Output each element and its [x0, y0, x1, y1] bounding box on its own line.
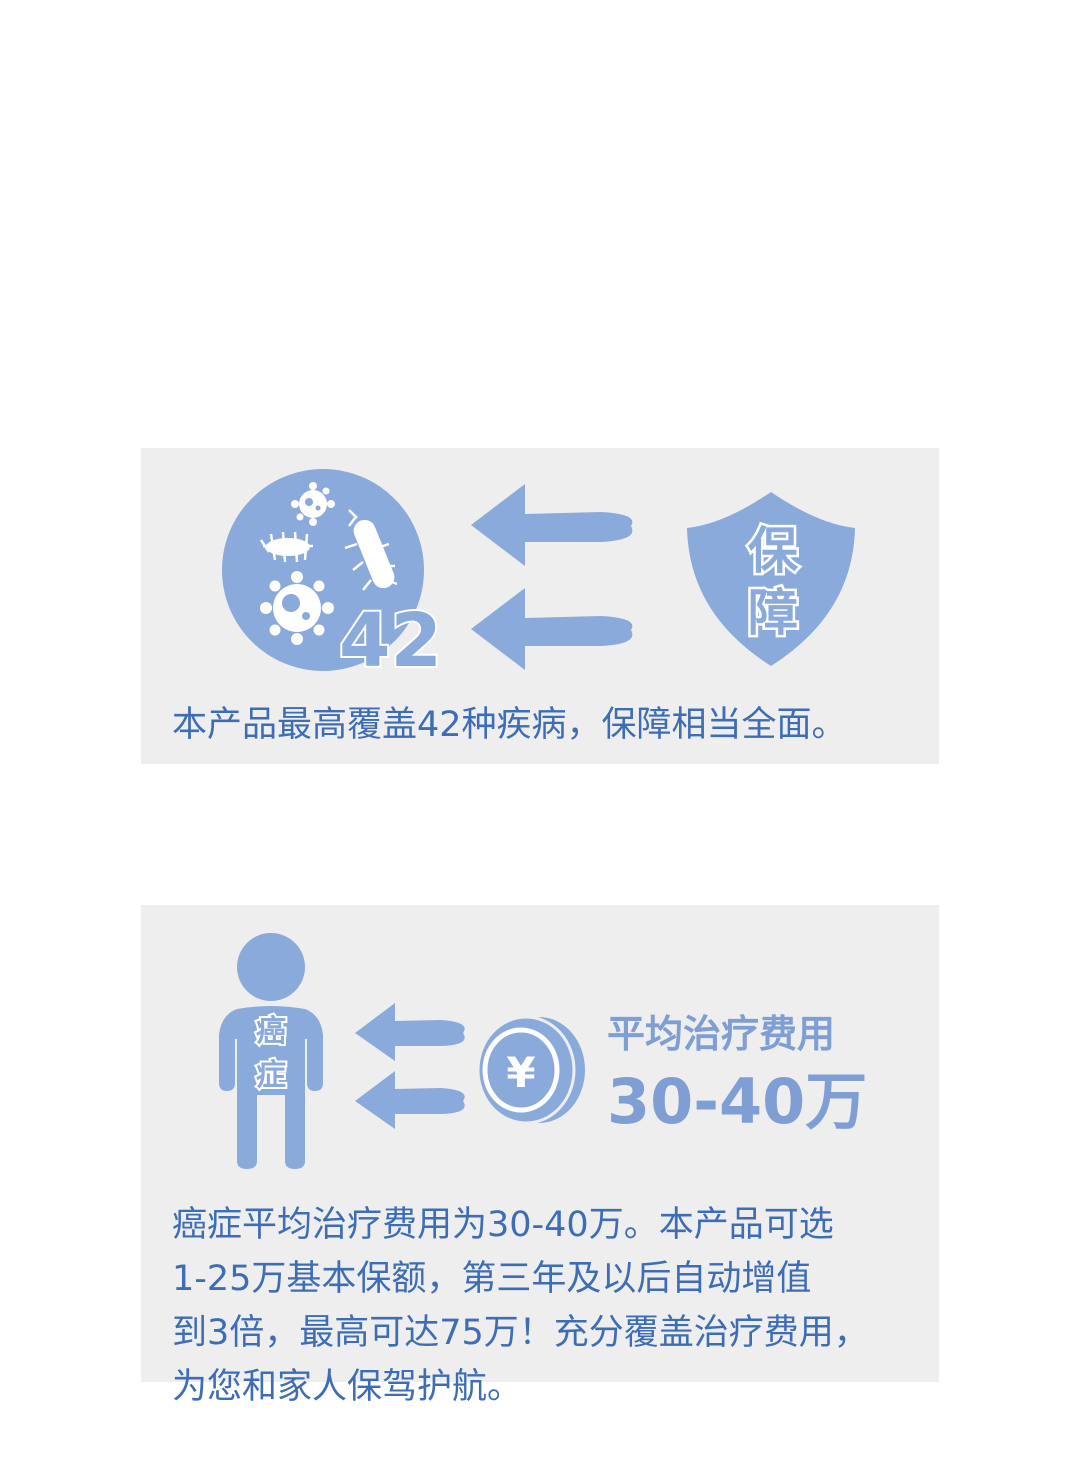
cost-description-line: 到3倍，最高可达75万！充分覆盖治疗费用， [172, 1313, 869, 1353]
cost-illustration: 癌 症 ¥ 平均治疗费用 30-40万 [219, 933, 867, 1169]
person-icon: 癌 症 [219, 933, 323, 1169]
shield-icon: 保 障 [687, 492, 855, 666]
cost-description-line: 1-25万基本保额，第三年及以后自动增值 [172, 1259, 812, 1299]
arrow-left-icon [355, 1071, 465, 1129]
cost-description-line: 为您和家人保驾护航。 [172, 1367, 523, 1407]
yen-symbol: ¥ [506, 1048, 535, 1097]
arrow-left-icon [471, 588, 633, 670]
person-char-2: 症 [256, 1058, 286, 1093]
cost-value: 30-40万 [607, 1065, 867, 1138]
coin-yen-icon: ¥ [476, 1015, 585, 1125]
arrow-left-icon [471, 484, 633, 566]
cost-title: 平均治疗费用 [607, 1012, 835, 1056]
cost-description: 癌症平均治疗费用为30-40万。本产品可选 1-25万基本保额，第三年及以后自动… [172, 1198, 869, 1414]
coverage-description: 本产品最高覆盖42种疾病，保障相当全面。 [172, 705, 847, 745]
shield-char-2: 障 [748, 584, 798, 642]
person-char-1: 癌 [256, 1014, 286, 1049]
disease-count-label: 42 [339, 598, 442, 684]
coverage-card: 42 保 障 本产品最高覆盖42种疾病，保障相当全面。 [141, 448, 939, 764]
arrow-left-icon [355, 1003, 465, 1061]
cancer-cost-card: 癌 症 ¥ 平均治疗费用 30-40万 癌症平均治疗费用为30-40万。本产品可… [141, 905, 939, 1407]
cost-description-line: 癌症平均治疗费用为30-40万。本产品可选 [172, 1205, 834, 1245]
coverage-illustration: 42 保 障 [222, 469, 855, 686]
shield-char-1: 保 [748, 522, 799, 580]
virus-circle-icon: 42 [222, 469, 444, 686]
